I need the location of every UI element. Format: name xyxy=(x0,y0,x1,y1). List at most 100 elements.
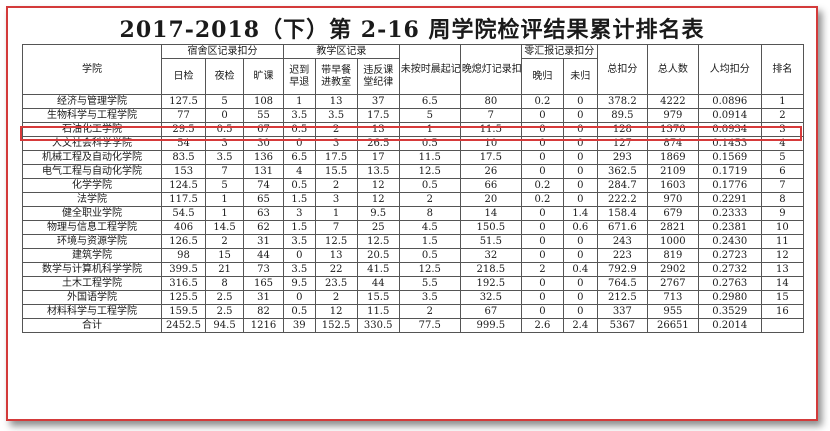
table-cell: 0 xyxy=(562,248,598,263)
table-cell: 3 xyxy=(205,136,244,151)
table-cell: 330.5 xyxy=(356,318,400,333)
table-cell: 12.5 xyxy=(398,262,461,277)
table-cell: 0 xyxy=(520,122,564,137)
table-cell: 2 xyxy=(314,290,358,305)
table-cell: 83.5 xyxy=(160,150,207,165)
table-cell: 0 xyxy=(562,290,598,305)
table-cell: 5.5 xyxy=(398,276,461,291)
table-cell: 0.1453 xyxy=(697,136,762,151)
table-cell: 89.5 xyxy=(596,108,649,123)
table-cell: 0 xyxy=(562,122,598,137)
table-cell: 0.2291 xyxy=(697,192,762,207)
table-cell: 1 xyxy=(760,94,805,109)
table-cell: 0.2723 xyxy=(697,248,762,263)
college-name-cell: 材料科学与工程学院 xyxy=(22,304,162,319)
table-cell: 131 xyxy=(243,164,284,179)
table-cell: 2.6 xyxy=(520,318,564,333)
table-cell: 2821 xyxy=(647,220,699,235)
ranking-table: 学院 宿舍区记录扣分 教学区记录 未按时晨起记录扣分 晚熄灯记录扣分 零汇报记录… xyxy=(22,44,805,333)
table-cell: 0.2381 xyxy=(697,220,762,235)
table-cell: 54.5 xyxy=(160,206,207,221)
table-cell: 1.5 xyxy=(283,220,316,235)
table-cell: 136 xyxy=(243,150,284,165)
table-cell: 0 xyxy=(562,276,598,291)
table-cell: 44 xyxy=(356,276,400,291)
table-cell: 26651 xyxy=(647,318,699,333)
table-cell: 4 xyxy=(760,136,805,151)
table-cell: 25 xyxy=(356,220,400,235)
table-cell: 0 xyxy=(520,108,564,123)
header-night-light: 晚熄灯记录扣分 xyxy=(459,44,522,95)
table-cell: 159.5 xyxy=(160,304,207,319)
table-cell: 1603 xyxy=(647,178,699,193)
table-cell: 12.5 xyxy=(356,234,400,249)
table-cell: 26 xyxy=(459,164,522,179)
table-cell: 126.5 xyxy=(160,234,207,249)
header-late-back: 晚归 xyxy=(520,58,564,95)
college-name-cell: 合计 xyxy=(22,318,162,333)
table-cell: 243 xyxy=(596,234,649,249)
table-row: 合计 2452.5 94.5 1216 39 152.5 330.5 77.5 999.5 2.6… xyxy=(22,318,805,333)
table-cell: 0 xyxy=(562,164,598,179)
table-row: 生物科学与工程学院 77 0 55 3.5 3.5 17.5 5 7 0 0 89.5 979 0.091… xyxy=(22,108,805,123)
table-cell: 77.5 xyxy=(398,318,461,333)
table-cell: 13 xyxy=(314,94,358,109)
table-cell: 0.5 xyxy=(205,122,244,137)
table-cell: 80 xyxy=(459,94,522,109)
table-cell: 0 xyxy=(520,150,564,165)
table-cell: 6.5 xyxy=(398,94,461,109)
college-name-cell: 电气工程与自动化学院 xyxy=(22,164,162,179)
table-cell: 30 xyxy=(243,136,284,151)
college-name-cell: 经济与管理学院 xyxy=(22,94,162,109)
table-cell: 165 xyxy=(243,276,284,291)
table-cell: 32 xyxy=(459,248,522,263)
table-cell: 406 xyxy=(160,220,207,235)
table-cell: 0 xyxy=(520,234,564,249)
ranking-sheet: 2017-2018（下）第 2-16 周学院检评结果累计排名表 学院 宿舍区记录… xyxy=(6,6,818,421)
table-cell: 1 xyxy=(283,94,316,109)
ranking-body: 经济与管理学院 127.5 5 108 1 13 37 6.5 80 0.2 0 378.2 4222 0… xyxy=(22,94,805,333)
table-cell: 3.5 xyxy=(283,108,316,123)
table-cell: 293 xyxy=(596,150,649,165)
table-cell: 955 xyxy=(647,304,699,319)
table-cell: 127.5 xyxy=(160,94,207,109)
table-row: 外国语学院 125.5 2.5 31 0 2 15.5 3.5 32.5 0 0 212.5 713 0.… xyxy=(22,290,805,305)
table-cell: 0.2 xyxy=(520,94,564,109)
table-cell: 11.5 xyxy=(398,150,461,165)
table-row: 环境与资源学院 126.5 2 31 3.5 12.5 12.5 1.5 51.5 0 0 243 10… xyxy=(22,234,805,249)
table-cell: 0.2980 xyxy=(697,290,762,305)
table-cell: 0.1569 xyxy=(697,150,762,165)
table-cell: 0.2014 xyxy=(697,318,762,333)
table-cell: 31 xyxy=(243,290,284,305)
table-cell: 218.5 xyxy=(459,262,522,277)
table-cell: 31 xyxy=(243,234,284,249)
table-cell: 399.5 xyxy=(160,262,207,277)
table-cell: 22 xyxy=(314,262,358,277)
table-cell: 792.9 xyxy=(596,262,649,277)
table-cell: 12.5 xyxy=(314,234,358,249)
table-cell: 1.5 xyxy=(283,192,316,207)
table-cell: 0 xyxy=(520,290,564,305)
table-cell: 67 xyxy=(459,304,522,319)
header-row-group: 学院 宿舍区记录扣分 教学区记录 未按时晨起记录扣分 晚熄灯记录扣分 零汇报记录… xyxy=(22,44,805,95)
table-cell: 0 xyxy=(283,136,316,151)
page-title: 2017-2018（下）第 2-16 周学院检评结果累计排名表 xyxy=(119,17,705,43)
table-cell: 378.2 xyxy=(596,94,649,109)
table-cell: 3.5 xyxy=(283,262,316,277)
table-cell: 0.2 xyxy=(520,192,564,207)
table-cell: 66 xyxy=(459,178,522,193)
table-cell: 21 xyxy=(205,262,244,277)
table-row: 土木工程学院 316.5 8 165 9.5 23.5 44 5.5 192.5 0 0 764.5 2… xyxy=(22,276,805,291)
table-cell: 13 xyxy=(356,122,400,137)
table-cell: 37 xyxy=(356,94,400,109)
table-cell: 3.5 xyxy=(205,150,244,165)
table-row: 建筑学院 98 15 44 0 13 20.5 0.5 32 0 0 223 819 0.2723 12 xyxy=(22,248,805,263)
table-cell: 0 xyxy=(520,304,564,319)
table-cell: 15 xyxy=(205,248,244,263)
table-cell: 0.2 xyxy=(520,178,564,193)
college-name-cell: 健全职业学院 xyxy=(22,206,162,221)
table-cell: 0 xyxy=(520,164,564,179)
table-cell: 3 xyxy=(760,122,805,137)
header-avg: 人均扣分 xyxy=(697,44,762,95)
table-cell: 0.5 xyxy=(283,178,316,193)
